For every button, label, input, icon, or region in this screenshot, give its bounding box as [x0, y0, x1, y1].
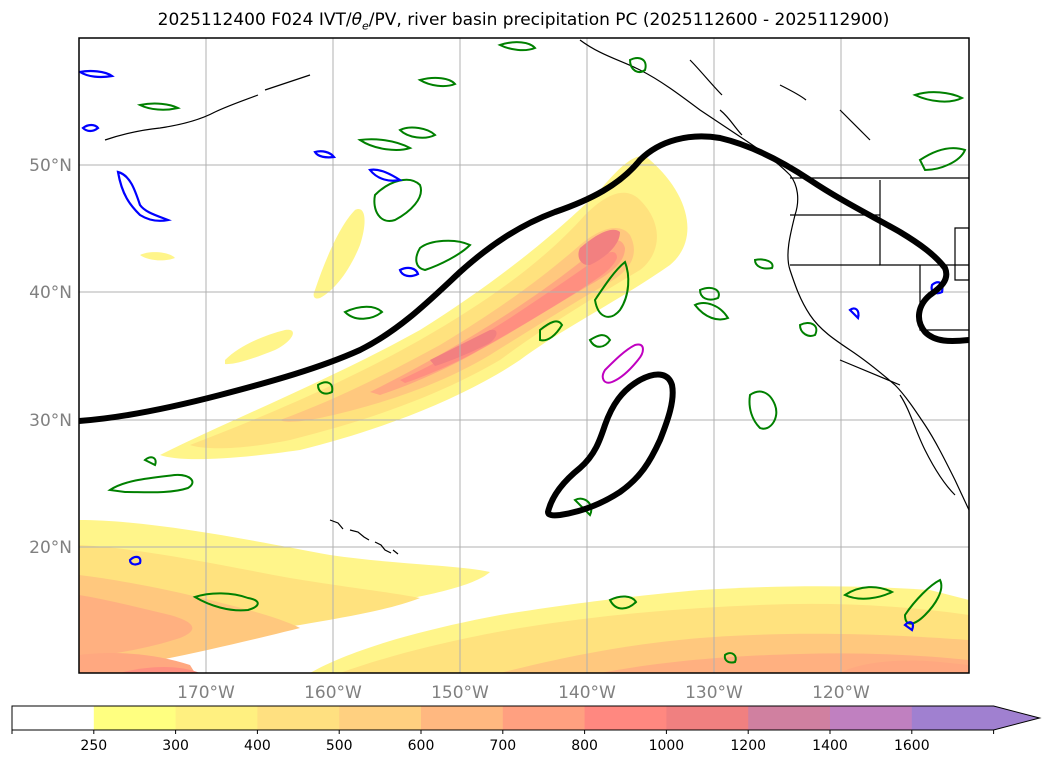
- lat-label-20n: 20°N: [29, 538, 72, 558]
- latitude-labels: 50°N 40°N 30°N 20°N: [29, 156, 72, 558]
- colorbar-swatch: [666, 706, 749, 730]
- lat-label-30n: 30°N: [29, 411, 72, 431]
- colorbar-tick-label: 1600: [894, 738, 930, 754]
- colorbar-tick-label: 250: [80, 738, 107, 754]
- colorbar-swatch: [257, 706, 340, 730]
- map-area: [79, 38, 969, 673]
- coastlines: [104, 39, 969, 555]
- colorbar-tick-label: 500: [326, 738, 353, 754]
- lon-label-170w: 170°W: [177, 683, 235, 703]
- graticule: [79, 38, 969, 673]
- colorbar-swatch: [93, 706, 177, 730]
- map-title: 2025112400 F024 IVT/θe/PV, river basin p…: [157, 10, 890, 33]
- lon-label-160w: 160°W: [304, 683, 362, 703]
- colorbar-tick-label: 1400: [812, 738, 848, 754]
- lat-label-40n: 40°N: [29, 283, 72, 303]
- colorbar-tick-label: 400: [244, 738, 271, 754]
- colorbar-swatch: [911, 706, 1040, 730]
- lon-label-130w: 130°W: [685, 683, 743, 703]
- colorbar-tick-label: 600: [408, 738, 435, 754]
- colorbar-swatch: [502, 706, 586, 730]
- map-frame: [78, 37, 970, 674]
- colorbar-swatch: [175, 706, 258, 730]
- lat-label-50n: 50°N: [29, 156, 72, 176]
- ivt-shading: [79, 156, 969, 673]
- colorbar-tick-label: 300: [162, 738, 189, 754]
- colorbar-tick-label: 700: [489, 738, 516, 754]
- colorbar-tick-label: 800: [571, 738, 598, 754]
- colorbar-tick-label: 1000: [649, 738, 685, 754]
- pv-magenta-contour: [601, 343, 644, 384]
- colorbar: 250 300 400 500 600 700 800 1000 1200 1400 1600: [11, 705, 1042, 754]
- lon-label-150w: 150°W: [431, 683, 489, 703]
- colorbar-swatch: [748, 706, 831, 730]
- lon-label-140w: 140°W: [558, 683, 616, 703]
- lon-label-120w: 120°W: [812, 683, 870, 703]
- colorbar-swatch: [830, 706, 913, 730]
- theta-contours: [79, 133, 969, 519]
- colorbar-swatch: [421, 706, 504, 730]
- colorbar-swatch: [12, 706, 95, 730]
- longitude-labels: 170°W 160°W 150°W 140°W 130°W 120°W: [177, 683, 870, 703]
- pv-blue-contours: [79, 69, 944, 632]
- colorbar-tick-label: 1200: [730, 738, 766, 754]
- pv-green-contours: [107, 41, 967, 664]
- colorbar-swatch: [584, 706, 667, 730]
- colorbar-swatch: [339, 706, 422, 730]
